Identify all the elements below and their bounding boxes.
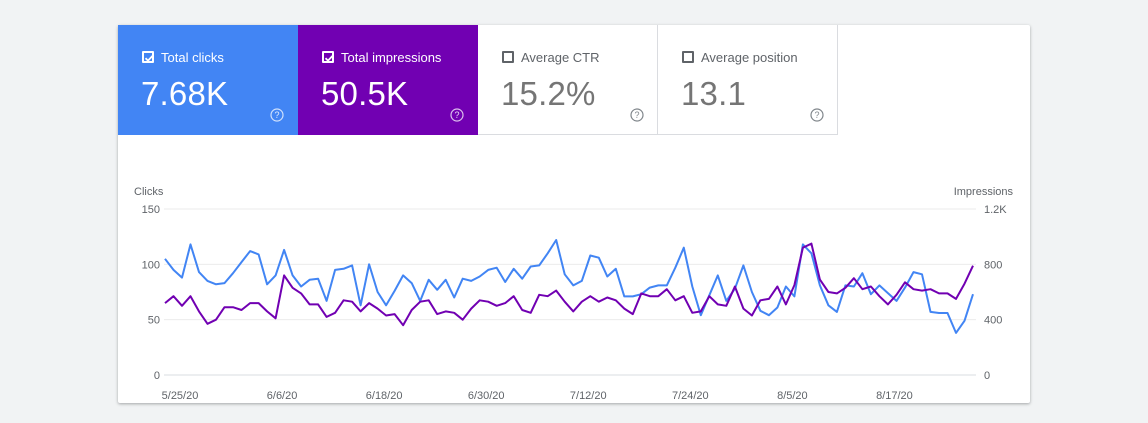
right-axis-tick-label: 400 bbox=[984, 315, 1002, 327]
left-axis-ticks: 150 100 50 0 bbox=[142, 204, 160, 382]
metric-label: Total impressions bbox=[341, 50, 442, 65]
svg-text:?: ? bbox=[454, 110, 459, 120]
metric-value: 15.2% bbox=[501, 75, 596, 112]
right-axis-tick-label: 0 bbox=[984, 370, 990, 382]
right-axis-tick-label: 1.2K bbox=[984, 204, 1007, 216]
chart-series bbox=[164, 239, 974, 334]
metric-label: Total clicks bbox=[161, 50, 224, 65]
metric-label: Average position bbox=[701, 50, 798, 65]
metric-value: 50.5K bbox=[321, 75, 409, 112]
svg-text:?: ? bbox=[634, 110, 639, 120]
x-axis-tick-label: 8/17/20 bbox=[876, 390, 913, 402]
checkbox-unchecked-icon[interactable] bbox=[682, 51, 694, 63]
performance-line-chart[interactable]: Clicks Impressions 150 100 50 0 1.2K 800 400 0… bbox=[118, 135, 1030, 403]
right-axis-title: Impressions bbox=[954, 186, 1014, 198]
series-line-impressions bbox=[164, 242, 974, 327]
metric-label: Average CTR bbox=[521, 50, 600, 65]
metric-value: 7.68K bbox=[141, 75, 229, 112]
performance-card: Total clicks 7.68K ? Total impressions 5… bbox=[118, 25, 1030, 403]
x-axis-tick-label: 5/25/20 bbox=[162, 390, 199, 402]
metric-tile-total-clicks[interactable]: Total clicks 7.68K ? bbox=[118, 25, 298, 135]
left-axis-title: Clicks bbox=[134, 186, 164, 198]
left-axis-tick-label: 100 bbox=[142, 259, 160, 271]
x-axis-tick-label: 8/5/20 bbox=[777, 390, 808, 402]
right-axis-tick-label: 800 bbox=[984, 259, 1002, 271]
checkbox-checked-icon[interactable] bbox=[322, 51, 334, 63]
x-axis-tick-label: 7/24/20 bbox=[672, 390, 709, 402]
left-axis-tick-label: 0 bbox=[154, 370, 160, 382]
help-icon[interactable]: ? bbox=[810, 108, 824, 122]
left-axis-tick-label: 150 bbox=[142, 204, 160, 216]
metric-tile-average-ctr[interactable]: Average CTR 15.2% ? bbox=[478, 25, 658, 135]
x-axis-tick-label: 6/30/20 bbox=[468, 390, 505, 402]
x-axis-tick-label: 6/6/20 bbox=[267, 390, 298, 402]
svg-text:?: ? bbox=[274, 110, 279, 120]
x-axis-tick-label: 7/12/20 bbox=[570, 390, 607, 402]
checkbox-checked-icon[interactable] bbox=[142, 51, 154, 63]
metric-tiles: Total clicks 7.68K ? Total impressions 5… bbox=[118, 25, 838, 135]
help-icon[interactable]: ? bbox=[630, 108, 644, 122]
right-axis-ticks: 1.2K 800 400 0 bbox=[984, 204, 1007, 382]
help-icon[interactable]: ? bbox=[270, 108, 284, 122]
help-icon[interactable]: ? bbox=[450, 108, 464, 122]
x-axis-ticks: 5/25/20 6/6/20 6/18/20 6/30/20 7/12/20 7/24/2… bbox=[162, 390, 913, 402]
chart-gridlines bbox=[164, 208, 976, 376]
svg-text:?: ? bbox=[814, 110, 819, 120]
checkbox-unchecked-icon[interactable] bbox=[502, 51, 514, 63]
left-axis-tick-label: 50 bbox=[148, 315, 160, 327]
metric-tile-average-position[interactable]: Average position 13.1 ? bbox=[658, 25, 838, 135]
metric-value: 13.1 bbox=[681, 75, 747, 112]
x-axis-tick-label: 6/18/20 bbox=[366, 390, 403, 402]
series-line-clicks bbox=[164, 239, 974, 334]
metric-tile-total-impressions[interactable]: Total impressions 50.5K ? bbox=[298, 25, 478, 135]
